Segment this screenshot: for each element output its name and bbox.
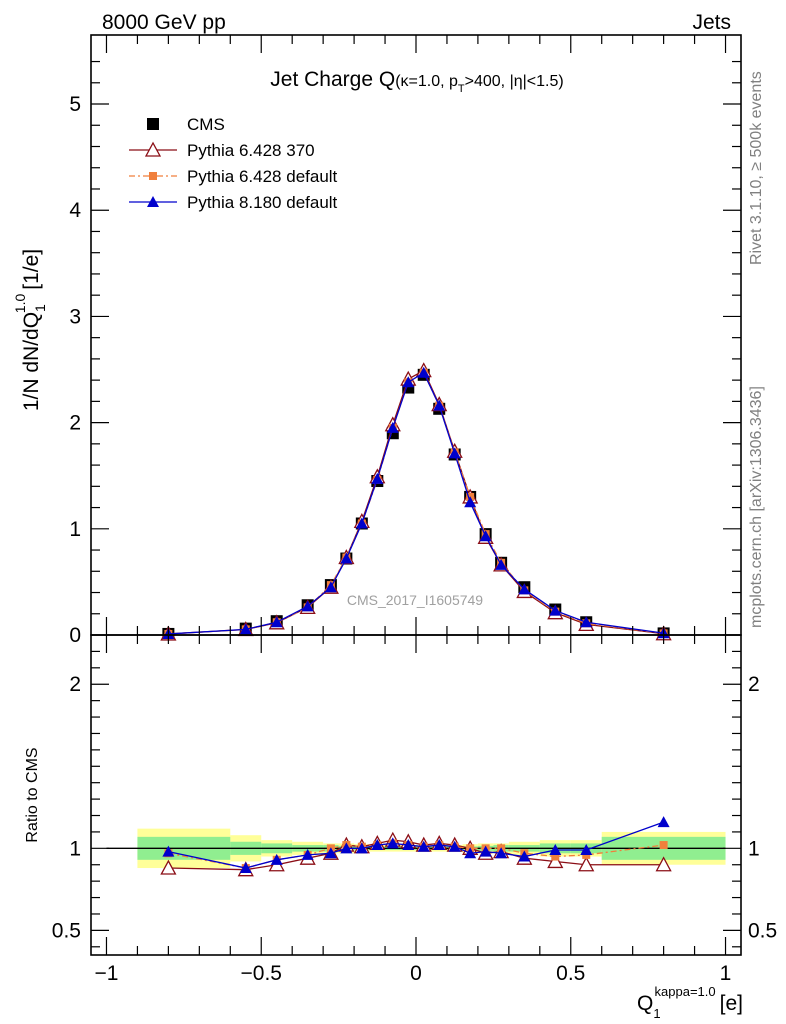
main-point-p8 bbox=[386, 421, 399, 433]
ratio-y-tick-label-right: 1 bbox=[748, 837, 760, 860]
main-y-tick-label: 4 bbox=[69, 199, 81, 222]
ratio-y-tick-label-left: 0.5 bbox=[52, 919, 81, 942]
main-point-p8 bbox=[324, 581, 337, 593]
main-y-tick-label: 2 bbox=[69, 412, 81, 435]
main-point-p8 bbox=[448, 447, 461, 459]
ratio-point-p6-370 bbox=[547, 853, 564, 869]
ratio-point-p8 bbox=[239, 862, 252, 874]
x-tick-label: −1 bbox=[94, 962, 118, 985]
main-line-p8 bbox=[168, 371, 664, 635]
main-point-p8 bbox=[580, 616, 593, 628]
legend: CMS Pythia 6.428 370 Pythia 6.428 default P… bbox=[129, 115, 338, 212]
legend-marker bbox=[149, 172, 157, 180]
x-tick-label: 0 bbox=[410, 962, 422, 985]
main-point-p8 bbox=[495, 558, 508, 570]
ratio-plot-frame bbox=[90, 634, 742, 956]
ratio-point-p8 bbox=[495, 847, 508, 859]
legend-label: CMS bbox=[187, 115, 225, 134]
ratio-point-p6-370 bbox=[655, 856, 672, 872]
x-tick-label: −0.5 bbox=[241, 962, 282, 985]
ratio-point-p8 bbox=[417, 840, 430, 852]
main-series-p8 bbox=[162, 366, 670, 639]
main-point-p8 bbox=[464, 496, 477, 508]
ratio-point-p8 bbox=[518, 850, 531, 862]
legend-marker bbox=[147, 118, 159, 130]
ratio-point-p8 bbox=[402, 839, 415, 851]
ratio-point-p8 bbox=[371, 839, 384, 851]
ratio-y-tick-label-left: 1 bbox=[69, 837, 81, 860]
ratio-y-tick-label-left: 2 bbox=[69, 673, 81, 696]
main-point-p8 bbox=[549, 604, 562, 616]
header-left: 8000 GeV pp bbox=[102, 11, 226, 34]
legend-label: Pythia 6.428 default bbox=[187, 167, 338, 186]
legend-item-p8: Pythia 8.180 default bbox=[129, 193, 338, 212]
main-point-p8 bbox=[270, 616, 283, 628]
ratio-y-tick-label-right: 0.5 bbox=[748, 919, 777, 942]
ratio-point-p8 bbox=[386, 837, 399, 849]
ratio-point-p8 bbox=[580, 843, 593, 855]
ratio-point-p8 bbox=[448, 840, 461, 852]
legend-label: Pythia 8.180 default bbox=[187, 193, 338, 212]
ratio-point-p8 bbox=[355, 842, 368, 854]
legend-item-cms: CMS bbox=[147, 115, 225, 134]
ratio-point-p6-370 bbox=[160, 859, 177, 875]
main-point-p8 bbox=[340, 552, 353, 564]
header-right: Jets bbox=[692, 11, 731, 34]
ratio-point-p8 bbox=[657, 816, 670, 828]
x-tick-label: 0.5 bbox=[556, 962, 585, 985]
legend-marker bbox=[144, 141, 162, 157]
mcplots-label: mcplots.cern.ch [arXiv:1306.3436] bbox=[748, 386, 765, 628]
main-y-tick-label: 5 bbox=[69, 93, 81, 116]
main-point-p8 bbox=[239, 623, 252, 635]
main-y-axis-label: 1/N dN/dQ11.0[1/e] bbox=[12, 249, 48, 411]
ratio-point-p8 bbox=[464, 847, 477, 859]
legend-marker bbox=[147, 196, 159, 207]
main-y-tick-label: 1 bbox=[69, 518, 81, 541]
legend-item-p6-370: Pythia 6.428 370 bbox=[129, 141, 315, 160]
ratio-point-p8 bbox=[340, 842, 353, 854]
x-axis-label: Q1kappa=1.0[e] bbox=[637, 984, 743, 1021]
analysis-watermark: CMS_2017_I1605749 bbox=[347, 592, 483, 608]
main-point-p8 bbox=[301, 600, 314, 612]
main-point-p8 bbox=[433, 399, 446, 411]
ratio-point-p8 bbox=[479, 845, 492, 857]
ratio-line-p8 bbox=[168, 821, 664, 869]
main-point-p8 bbox=[371, 472, 384, 484]
chart-title: Jet Charge Q(κ=1.0, pT>400, |η|<1.5) bbox=[270, 68, 563, 95]
main-point-p8 bbox=[402, 376, 415, 388]
rivet-label: Rivet 3.1.10, ≥ 500k events bbox=[748, 71, 765, 265]
legend-item-p6-default: Pythia 6.428 default bbox=[129, 167, 338, 186]
ratio-point-p8 bbox=[301, 848, 314, 860]
ratio-y-tick-label-right: 2 bbox=[748, 673, 760, 696]
ratio-point-p8 bbox=[324, 847, 337, 859]
ratio-point-p8 bbox=[549, 843, 562, 855]
ratio-point-p8 bbox=[433, 839, 446, 851]
ratio-point-p6-default bbox=[551, 852, 560, 861]
ratio-series-p8 bbox=[162, 816, 670, 874]
legend-label: Pythia 6.428 370 bbox=[187, 141, 315, 160]
main-y-tick-label: 3 bbox=[69, 305, 81, 328]
ratio-point-p6-370 bbox=[578, 856, 595, 872]
ratio-y-axis-label: Ratio to CMS bbox=[24, 747, 41, 842]
ratio-point-p6-default bbox=[659, 841, 668, 850]
main-point-p8 bbox=[417, 366, 430, 378]
x-tick-label: 1 bbox=[720, 962, 732, 985]
ratio-point-p8 bbox=[270, 853, 283, 865]
main-y-tick-label: 0 bbox=[69, 624, 81, 647]
main-point-p8 bbox=[355, 517, 368, 529]
ratio-point-p8 bbox=[162, 845, 175, 857]
main-point-p8 bbox=[518, 583, 531, 595]
main-point-p8 bbox=[479, 530, 492, 542]
